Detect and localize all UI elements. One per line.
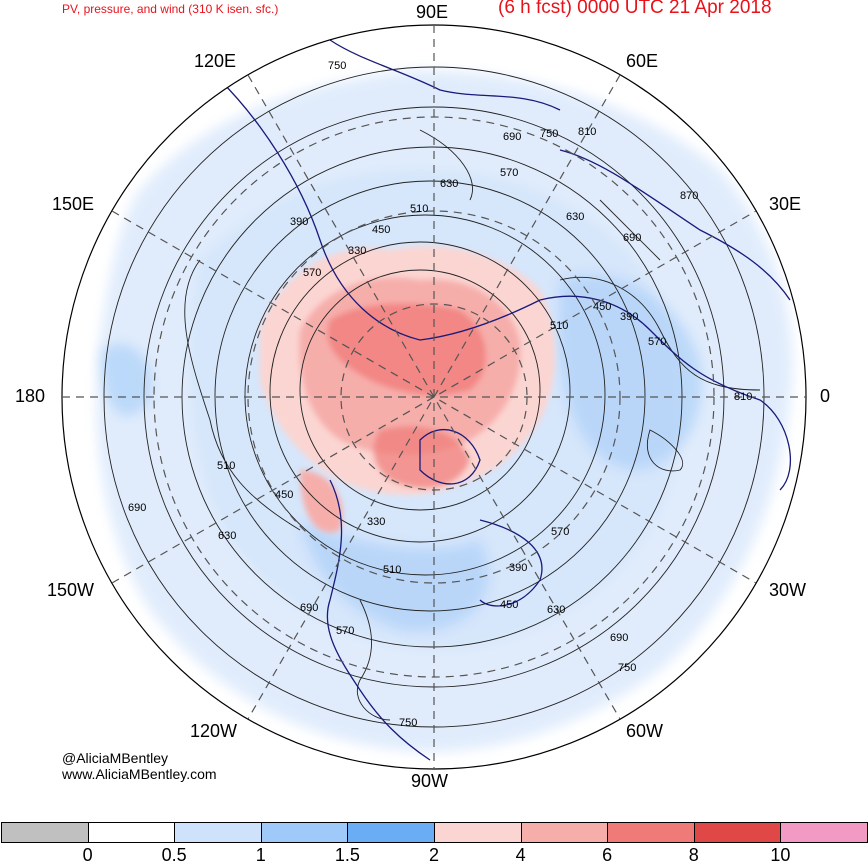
pv-shading-high [260, 246, 555, 533]
contour-label: 450 [593, 301, 611, 313]
contour-label: 510 [410, 203, 428, 215]
colorbar-tick-label: 10 [770, 845, 791, 865]
contour-label: 810 [734, 391, 752, 403]
contour-label: 750 [399, 717, 417, 729]
colorbar-swatch [347, 822, 435, 843]
map-title: PV, pressure, and wind (310 K isen. sfc.… [62, 2, 279, 16]
contour-label: 690 [128, 502, 146, 514]
contour-label: 750 [540, 128, 558, 140]
colorbar-swatch [607, 822, 695, 843]
colorbar-swatch [87, 822, 176, 843]
colorbar-tick-label: 6 [602, 845, 613, 865]
colorbar-tick-label: 0 [82, 845, 93, 865]
lon-label-120e: 120E [194, 51, 237, 71]
lon-label-30w: 30W [769, 580, 807, 600]
colorbar-tick-label: 2 [428, 845, 440, 865]
credit-website: www.AliciaMBentley.com [62, 766, 217, 782]
contour-label: 690 [610, 632, 628, 644]
lon-label-150w: 150W [47, 580, 95, 600]
polar-stereographic-map: 750 690 750 810 630 570 510 450 390 330 … [61, 24, 807, 770]
colorbar-swatch [434, 822, 522, 843]
contour-label-group: 750 690 750 810 630 570 510 450 390 330 … [128, 60, 752, 729]
colorbar-swatch [1, 822, 89, 843]
contour-label: 570 [303, 267, 321, 279]
contour-label: 330 [367, 516, 385, 528]
colorbar-swatch [174, 822, 262, 843]
contour-label: 750 [328, 60, 346, 72]
contour-label: 870 [680, 190, 698, 202]
contour-label: 630 [440, 178, 458, 190]
contour-label: 510 [217, 460, 235, 472]
colorbar-tick-label: 8 [688, 845, 699, 865]
lon-label-60e: 60E [626, 51, 659, 71]
contour-label: 390 [290, 216, 308, 228]
contour-label: 390 [509, 562, 527, 574]
contour-label: 630 [218, 530, 236, 542]
lon-label-0: 0 [820, 386, 831, 406]
lon-label-90w: 90W [411, 771, 449, 791]
colorbar-swatch [693, 822, 782, 843]
contour-label: 510 [383, 564, 401, 576]
contour-label: 690 [503, 131, 521, 143]
contour-label: 510 [550, 320, 568, 332]
contour-label: 810 [578, 126, 596, 138]
contour-label: 570 [648, 336, 666, 348]
contour-label: 570 [500, 167, 518, 179]
colorbar-swatch [780, 822, 868, 843]
contour-label: 390 [620, 311, 638, 323]
colorbar-tick-label: 1.5 [334, 845, 360, 865]
lon-label-180: 180 [15, 386, 46, 406]
colorbar-tick-label: 4 [515, 845, 526, 865]
lon-label-90e: 90E [416, 2, 449, 22]
colorbar-swatch [520, 822, 609, 843]
credit-handle: @AliciaMBentley [62, 750, 169, 766]
colorbar-tick-label: 1 [255, 845, 266, 865]
contour-label: 330 [348, 245, 366, 257]
contour-label: 690 [623, 232, 641, 244]
contour-label: 750 [618, 662, 636, 674]
contour-label: 570 [336, 625, 354, 637]
lon-label-120w: 120W [190, 721, 238, 741]
contour-label: 690 [300, 602, 318, 614]
colorbar-swatch [260, 822, 349, 843]
lon-label-150e: 150E [52, 194, 95, 214]
contour-label: 450 [275, 489, 293, 501]
lon-label-60w: 60W [626, 721, 664, 741]
colorbar-tick-label: 0.5 [161, 845, 187, 865]
contour-label: 630 [547, 604, 565, 616]
forecast-valid-time: (6 h fcst) 0000 UTC 21 Apr 2018 [498, 0, 772, 18]
contour-label: 570 [551, 526, 569, 538]
graticule [62, 25, 806, 769]
coastlines [219, 39, 792, 761]
contour-label: 630 [566, 211, 584, 223]
contour-label: 450 [372, 224, 390, 236]
contour-label: 450 [500, 599, 518, 611]
lon-label-30e: 30E [769, 194, 802, 214]
